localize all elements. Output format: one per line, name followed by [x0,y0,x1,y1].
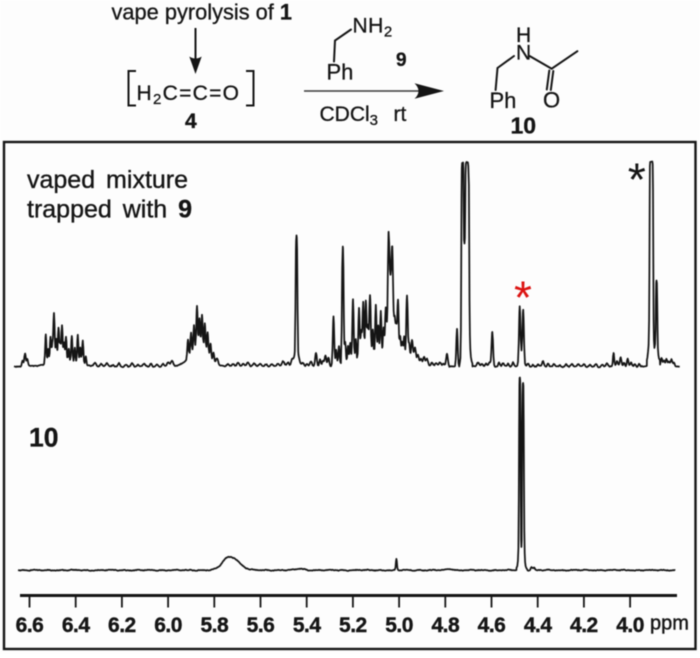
svg-text:H: H [516,24,531,47]
svg-text:vape pyrolysis of 1: vape pyrolysis of 1 [112,0,293,25]
svg-text:N: N [516,42,531,65]
svg-text:*: * [628,154,646,206]
svg-text:4: 4 [185,110,197,133]
svg-text:4.6: 4.6 [478,614,506,637]
svg-text:4.8: 4.8 [431,614,460,637]
svg-text:6.0: 6.0 [154,614,182,637]
svg-text:6.6: 6.6 [16,614,44,637]
svg-text:vaped mixture: vaped mixture [27,166,188,194]
svg-text:10: 10 [511,113,537,139]
svg-text:5.0: 5.0 [385,614,413,637]
svg-text:4.2: 4.2 [570,614,598,637]
svg-text:4.4: 4.4 [524,614,553,637]
svg-text:5.2: 5.2 [339,614,367,637]
svg-text:rt: rt [394,103,407,126]
svg-text:5.8: 5.8 [200,614,229,637]
svg-text:4.0: 4.0 [616,614,644,637]
svg-text:6.2: 6.2 [108,614,136,637]
svg-text:10: 10 [29,423,58,453]
svg-text:6.4: 6.4 [62,614,91,637]
svg-text:5.4: 5.4 [293,614,322,637]
svg-text:Ph: Ph [327,60,354,85]
svg-text:O: O [543,88,560,113]
svg-text:trapped with 9: trapped with 9 [27,196,192,224]
svg-text:9: 9 [396,50,407,71]
svg-text:ppm: ppm [650,613,689,635]
svg-text:*: * [514,272,532,324]
svg-text:H2C=C=O: H2C=C=O [137,82,241,108]
svg-text:CDCl3: CDCl3 [320,103,379,129]
svg-text:Ph: Ph [490,88,517,113]
svg-text:5.6: 5.6 [247,614,275,637]
